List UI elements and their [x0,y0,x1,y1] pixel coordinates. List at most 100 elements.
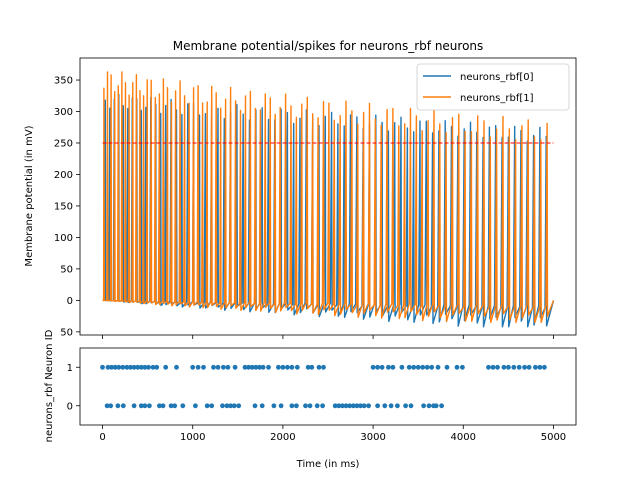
spike-dot-neuron-0-3 [120,403,126,409]
spike-dot-neuron-1-43 [379,364,385,370]
spike-dot-neuron-1-14 [154,364,160,370]
raster-x-tick-label-3: 3000 [360,432,385,443]
spike-dot-neuron-1-19 [201,364,206,370]
spike-dot-neuron-0-20 [236,403,242,409]
legend: neurons_rbf[0] neurons_rbf[1] [416,63,570,111]
spike-dot-neuron-1-53 [435,364,441,370]
spike-dot-neuron-0-42 [382,403,388,409]
spike-dot-neuron-1-68 [542,364,547,370]
spike-dot-neuron-1-64 [522,364,527,370]
spike-dot-neuron-1-29 [257,364,262,370]
spike-dot-neuron-0-26 [294,403,299,409]
potential-plot-area [102,71,555,328]
potential-y-tick-label-1: 0 [67,296,73,307]
spike-dot-neuron-1-13 [150,364,156,370]
spike-dot-neuron-0-45 [403,403,408,409]
spike-dot-neuron-0-25 [289,403,295,409]
spike-dot-neuron-1-16 [174,364,179,370]
spike-dot-neuron-0-24 [278,403,284,409]
raster-x-tick-label-1: 1000 [180,432,205,443]
raster-x-tick-label-5: 5000 [541,432,566,443]
spike-dot-neuron-1-66 [533,364,538,370]
spike-dot-neuron-1-38 [309,364,315,370]
spike-dot-neuron-0-27 [303,403,308,409]
spike-dot-neuron-0-28 [307,403,313,409]
spike-dot-neuron-1-24 [232,364,238,370]
spike-dot-neuron-1-35 [289,364,295,370]
spike-dot-neuron-0-50 [433,403,439,409]
potential-y-axis-label: Membrane potential (in mV) [24,125,35,266]
spike-dot-neuron-0-19 [231,403,237,409]
spike-dot-neuron-0-8 [157,403,162,409]
spike-dot-neuron-1-6 [124,364,130,370]
spike-dot-neuron-1-65 [526,364,532,370]
raster-x-tick-label-4: 4000 [451,432,476,443]
spike-dot-neuron-1-15 [163,364,169,370]
spike-dot-neuron-1-67 [537,364,543,370]
potential-axes-frame [79,57,577,336]
spike-dot-neuron-0-41 [375,403,380,409]
spike-dot-neuron-0-12 [180,403,186,409]
spike-dot-neuron-1-8 [131,364,137,370]
spike-dot-neuron-0-39 [361,403,367,409]
legend-label-neuron-0: neurons_rbf[0] [460,72,534,83]
potential-y-tick-label-7: 300 [54,107,73,118]
spike-dot-neuron-1-50 [420,364,426,370]
spike-dot-neuron-1-60 [501,364,507,370]
spike-dot-neuron-0-44 [395,403,400,409]
spike-dot-neuron-1-46 [399,364,405,370]
spike-dot-neuron-1-62 [511,364,517,370]
spike-dot-neuron-0-40 [366,403,371,409]
spike-dot-neuron-1-17 [190,364,196,370]
raster-y-tick-label-1: 1 [67,363,73,374]
spike-dot-neuron-1-51 [424,364,430,370]
spike-dot-neuron-0-21 [252,403,258,409]
spike-dot-neuron-1-39 [316,364,322,370]
raster-y-axis-label: neurons_rbf Neuron ID [44,329,55,442]
spike-dot-neuron-1-54 [444,364,450,370]
spike-dot-neuron-0-32 [336,403,342,409]
potential-y-tick-label-0: 50 [60,327,73,338]
spike-dot-neuron-0-30 [320,403,325,409]
spike-dot-neuron-0-7 [147,403,152,409]
spike-dot-neuron-1-56 [460,364,465,370]
spike-dot-neuron-1-1 [105,364,111,370]
spike-dot-neuron-0-18 [228,403,234,409]
potential-axis-ticks: 50 0 50 100 150 200 250 300 350 [54,76,554,339]
spike-dot-neuron-0-34 [343,403,349,409]
spike-dot-neuron-1-61 [506,364,511,370]
spike-dot-neuron-1-3 [112,364,118,370]
spike-dot-neuron-1-22 [221,364,226,370]
spike-dot-neuron-1-7 [128,364,133,370]
spike-dot-neuron-1-47 [406,364,412,370]
spike-dot-neuron-1-55 [454,364,460,370]
spike-dot-neuron-1-34 [285,364,290,370]
spike-dot-neuron-1-59 [495,364,500,370]
spike-dot-neuron-0-5 [138,403,144,409]
spike-dot-neuron-1-48 [411,364,417,370]
spike-dot-neuron-0-51 [439,403,444,409]
spike-dot-neuron-1-25 [242,364,248,370]
spike-dot-neuron-1-2 [109,364,114,370]
spike-dot-neuron-1-9 [135,364,141,370]
raster-x-tick-label-2: 2000 [270,432,295,443]
spike-dot-neuron-1-4 [116,364,122,370]
spike-dot-neuron-0-43 [388,403,394,409]
spike-dot-neuron-1-58 [490,364,496,370]
spike-dot-neuron-0-47 [421,403,426,409]
spike-dot-neuron-1-23 [225,364,231,370]
spike-dot-neuron-1-28 [253,364,259,370]
spike-dot-neuron-0-2 [115,403,121,409]
spike-dot-neuron-1-31 [266,364,271,370]
spike-dot-neuron-1-41 [370,364,376,370]
potential-y-tick-label-5: 200 [54,170,73,181]
spike-dot-neuron-1-18 [195,364,201,370]
spike-dot-neuron-0-31 [332,403,338,409]
spike-dot-neuron-1-0 [100,364,105,370]
spike-dot-neuron-1-12 [146,364,151,370]
spike-dot-neuron-1-49 [415,364,421,370]
spike-dot-neuron-1-45 [390,364,396,370]
raster-chart: 0 1000 2000 3000 4000 5000 0 1 Time (in ms) neu… [44,329,577,470]
potential-y-tick-label-8: 350 [54,76,73,87]
spike-dot-neuron-0-15 [209,403,215,409]
